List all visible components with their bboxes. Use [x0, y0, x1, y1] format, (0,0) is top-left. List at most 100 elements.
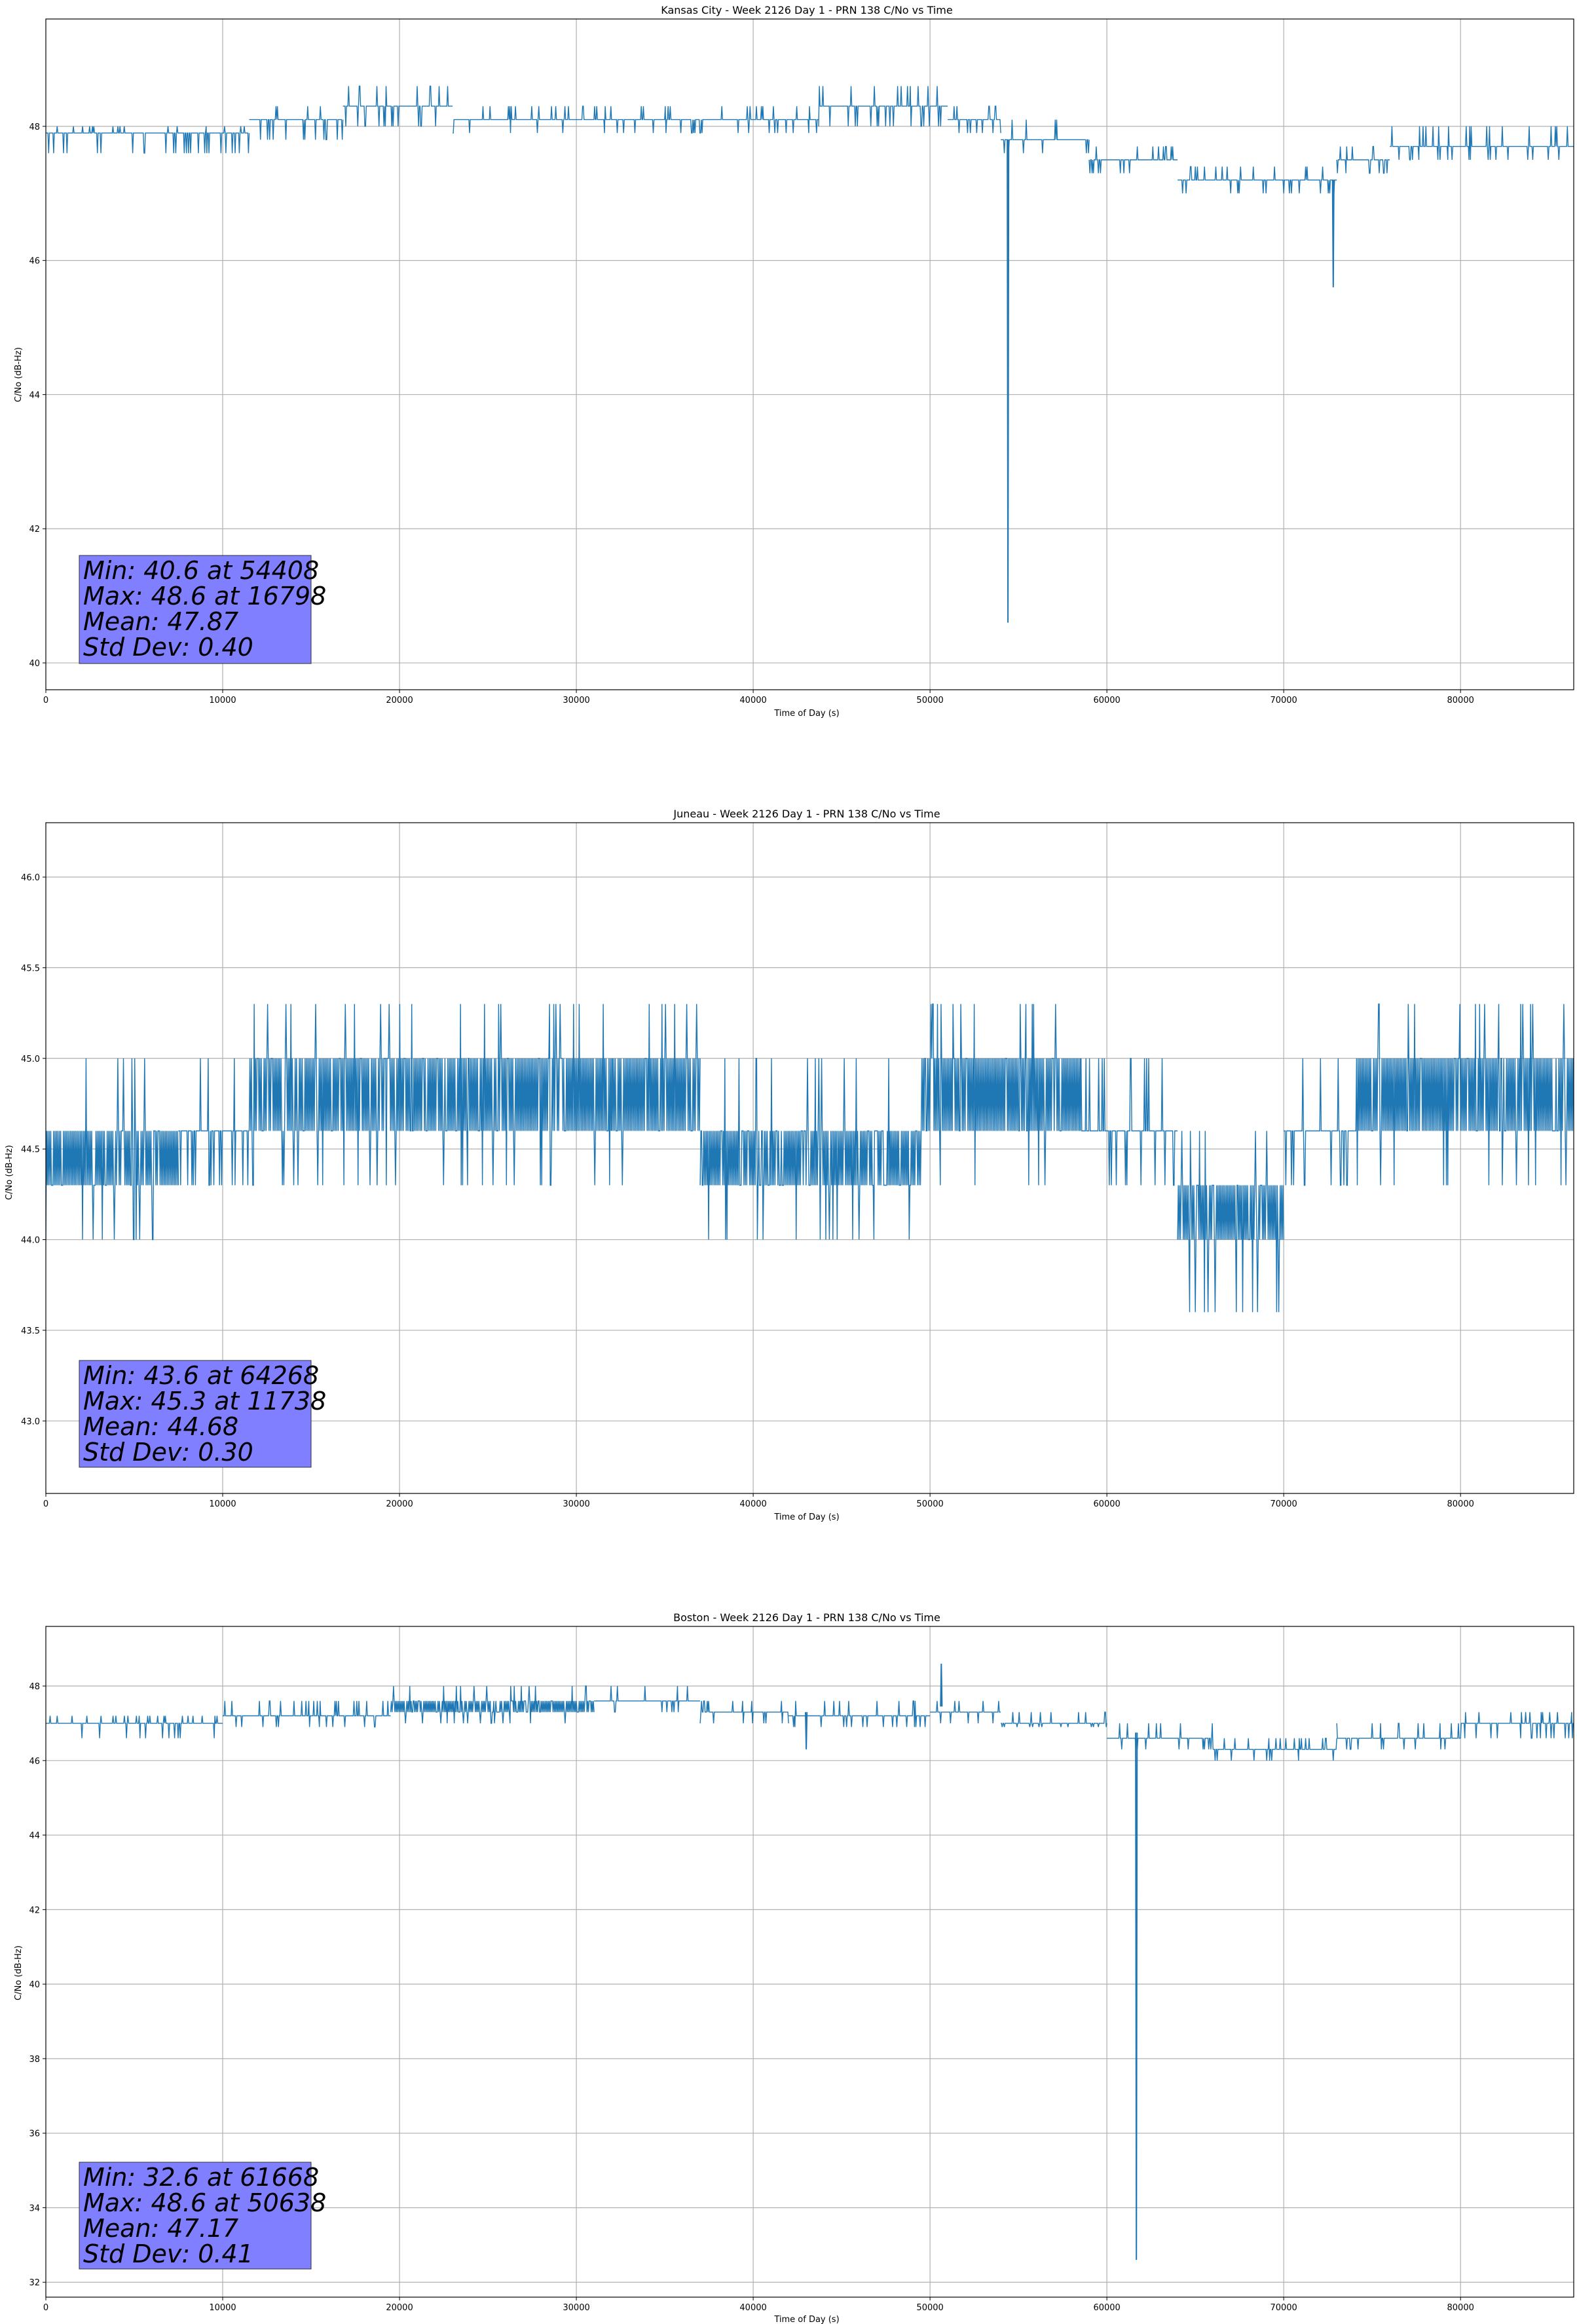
x-axis-label: Time of Day (s) — [773, 1512, 839, 1522]
x-tick-label: 30000 — [563, 1499, 589, 1509]
stats-max: Max: 48.6 at 50638 — [83, 2188, 326, 2217]
x-tick-label: 60000 — [1093, 2303, 1120, 2313]
x-axis-label: Time of Day (s) — [773, 2315, 839, 2324]
series-cno — [46, 85, 1574, 623]
x-axis-ticks: 0 10000 20000 30000 40000 50000 60000 70000 8000… — [43, 2297, 1474, 2313]
x-axis-ticks: 0 10000 20000 30000 40000 50000 60000 70000 8000… — [43, 1493, 1474, 1509]
series-segment-4 — [699, 1700, 789, 1723]
y-tick-label: 45.0 — [21, 1055, 40, 1064]
chart-panel-kansas-city: Kansas City - Week 2126 Day 1 - PRN 138 … — [14, 4, 1574, 719]
x-tick-label: 20000 — [386, 2303, 413, 2313]
x-tick-label: 40000 — [739, 2303, 766, 2313]
y-tick-label: 40 — [29, 1980, 40, 1990]
y-axis-ticks: 43.0 43.5 44.0 44.5 45.0 45.5 46.0 — [21, 873, 46, 1427]
x-tick-label: 40000 — [739, 696, 766, 705]
stats-mean: Mean: 47.87 — [83, 607, 238, 636]
stats-mean: Mean: 47.17 — [83, 2214, 238, 2243]
series-segment-9 — [1213, 1738, 1337, 1761]
y-tick-label: 43.0 — [21, 1417, 40, 1427]
y-tick-label: 43.5 — [21, 1326, 40, 1336]
series-segment-3 — [594, 1685, 701, 1713]
stats-mean: Mean: 44.68 — [83, 1412, 238, 1441]
x-tick-label: 10000 — [209, 1499, 236, 1509]
x-tick-label: 10000 — [209, 696, 236, 705]
y-tick-label: 46 — [29, 1757, 40, 1767]
series-segment-4 — [699, 1058, 922, 1240]
y-tick-label: 44.5 — [21, 1145, 40, 1155]
series-segment-3 — [453, 105, 819, 134]
stats-min: Min: 40.6 at 54408 — [83, 556, 319, 585]
series-segment-1 — [223, 1700, 391, 1728]
series-cno — [46, 1003, 1574, 1313]
series-segment-10 — [1336, 1723, 1461, 1750]
series-segment-2 — [248, 1003, 612, 1186]
plot-frame — [45, 822, 1574, 1494]
x-tick-label: 0 — [43, 696, 48, 705]
series-segment-5 — [948, 105, 1001, 134]
series-segment-8 — [1107, 1723, 1214, 1750]
x-tick-label: 30000 — [563, 696, 589, 705]
stats-min: Min: 32.6 at 61668 — [83, 2163, 319, 2192]
series-segment-10 — [1390, 126, 1574, 160]
x-tick-label: 80000 — [1447, 2303, 1474, 2313]
series-segment-8 — [1284, 1058, 1355, 1186]
series-spike-1 — [1331, 179, 1335, 288]
x-tick-label: 0 — [43, 1499, 48, 1509]
series-segment-1 — [178, 1058, 250, 1186]
y-axis-label: C/No (dB-Hz) — [5, 1145, 14, 1200]
x-tick-label: 10000 — [209, 2303, 236, 2313]
y-axis-ticks: 40 42 44 46 48 — [29, 122, 46, 669]
stats-std: Std Dev: 0.30 — [83, 1438, 253, 1467]
x-tick-label: 50000 — [916, 2303, 943, 2313]
series-segment-5 — [788, 1700, 931, 1727]
y-tick-label: 46.0 — [21, 873, 40, 883]
stats-max: Max: 45.3 at 11738 — [83, 1387, 326, 1415]
series-segment-2 — [390, 1685, 595, 1724]
stats-box: Min: 32.6 at 61668 Max: 48.6 at 50638 Me… — [79, 2162, 326, 2270]
series-segment-3 — [611, 1003, 701, 1186]
series-segment-0 — [46, 1715, 223, 1738]
stats-box: Min: 40.6 at 54408 Max: 48.6 at 16798 Me… — [79, 555, 326, 664]
x-tick-label: 70000 — [1270, 1499, 1297, 1509]
y-tick-label: 38 — [29, 2055, 40, 2065]
series-segment-7 — [1088, 145, 1178, 174]
y-axis-label: C/No (dB-Hz) — [14, 347, 24, 402]
x-tick-label: 20000 — [386, 696, 413, 705]
series-spike-1 — [940, 1663, 943, 1707]
x-tick-label: 60000 — [1093, 1499, 1120, 1509]
series-cno — [46, 1663, 1574, 2260]
y-tick-label: 42 — [29, 1905, 40, 1915]
x-tick-label: 50000 — [916, 696, 943, 705]
stats-box: Min: 43.6 at 64268 Max: 45.3 at 11738 Me… — [79, 1360, 326, 1468]
y-tick-label: 40 — [29, 659, 40, 669]
y-tick-label: 42 — [29, 525, 40, 534]
x-tick-label: 20000 — [386, 1499, 413, 1509]
y-tick-label: 44 — [29, 390, 40, 400]
chart-panel-juneau: Juneau - Week 2126 Day 1 - PRN 138 C/No … — [5, 808, 1574, 1522]
y-tick-label: 48 — [29, 1682, 40, 1692]
plot-frame — [45, 1626, 1574, 2298]
series-spike-0 — [1007, 140, 1010, 623]
chart-panel-boston: Boston - Week 2126 Day 1 - PRN 138 C/No … — [14, 1611, 1574, 2324]
stats-max: Max: 48.6 at 16798 — [83, 582, 326, 610]
series-segment-4 — [818, 86, 948, 127]
y-tick-label: 32 — [29, 2278, 40, 2288]
plot-frame — [45, 18, 1574, 690]
series-segment-11 — [1460, 1712, 1574, 1739]
x-tick-label: 30000 — [563, 2303, 589, 2313]
series-segment-6 — [930, 1700, 1001, 1723]
stats-std: Std Dev: 0.40 — [83, 633, 253, 662]
x-tick-label: 40000 — [739, 1499, 766, 1509]
y-tick-label: 45.5 — [21, 964, 40, 973]
series-spike-2 — [805, 1712, 808, 1750]
series-segment-1 — [249, 106, 344, 140]
series-segment-0 — [46, 126, 250, 154]
series-segment-6 — [1001, 119, 1090, 153]
x-tick-label: 80000 — [1447, 1499, 1474, 1509]
x-tick-label: 80000 — [1447, 696, 1474, 705]
y-tick-label: 46 — [29, 257, 40, 267]
series-segment-8 — [1178, 166, 1337, 194]
stats-min: Min: 43.6 at 64268 — [83, 1361, 319, 1390]
series-spike-0 — [1135, 1733, 1138, 2260]
